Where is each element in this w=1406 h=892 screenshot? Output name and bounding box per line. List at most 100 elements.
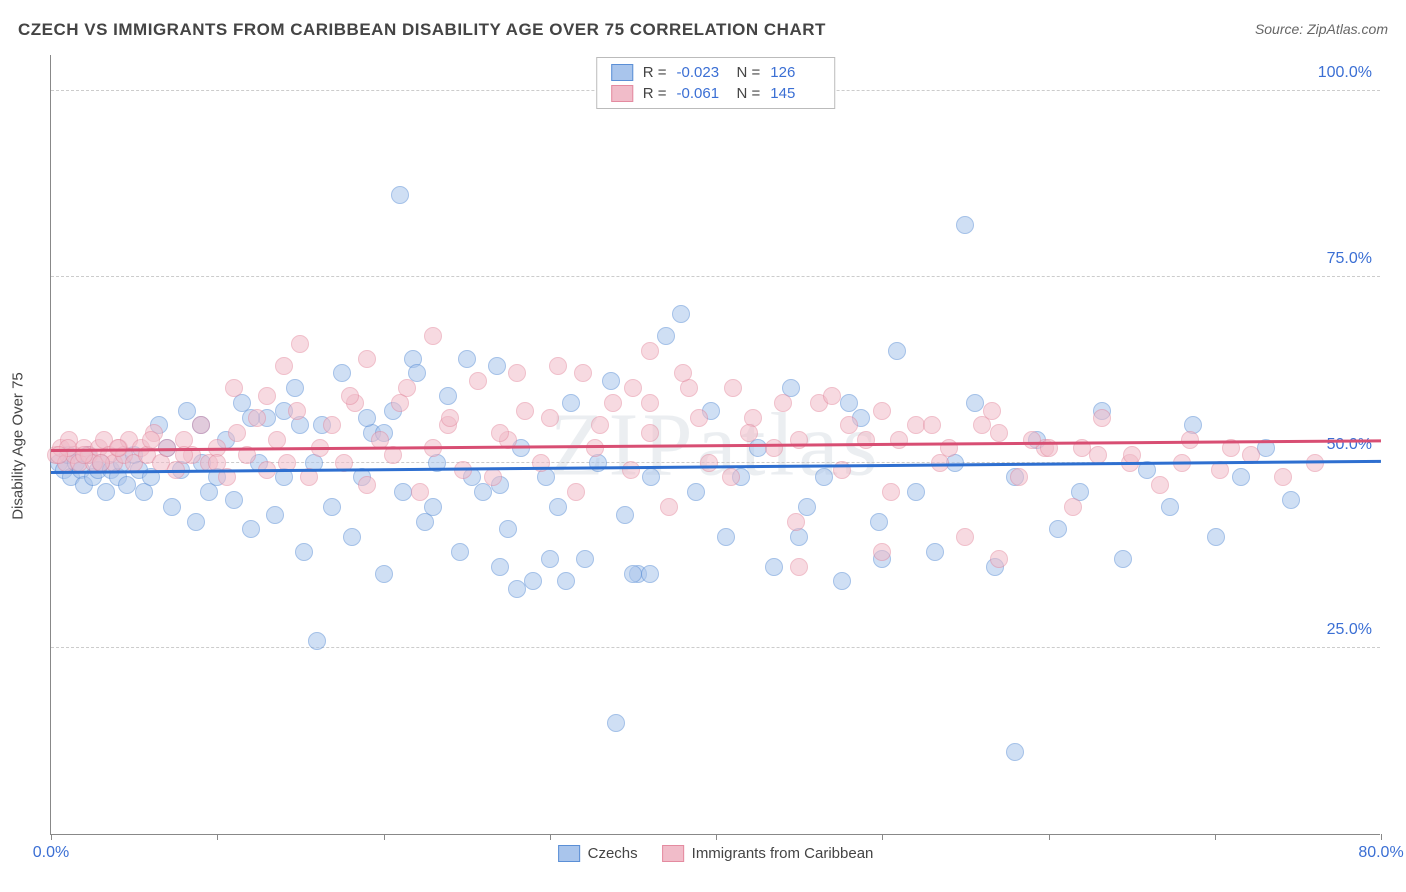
data-point [258,387,276,405]
data-point [375,565,393,583]
data-point [923,416,941,434]
data-point [956,216,974,234]
data-point [97,483,115,501]
data-point [187,513,205,531]
legend-item: Immigrants from Caribbean [662,845,874,862]
y-tick-label: 100.0% [1318,64,1372,82]
data-point [787,513,805,531]
data-point [323,498,341,516]
data-point [178,402,196,420]
data-point [557,572,575,590]
data-point [840,394,858,412]
x-tick-mark [1049,834,1050,840]
data-point [524,572,542,590]
data-point [740,424,758,442]
data-point [391,394,409,412]
data-point [469,372,487,390]
legend-label: Czechs [588,845,638,862]
data-point [323,416,341,434]
data-point [823,387,841,405]
data-point [358,350,376,368]
gridline [51,647,1380,648]
x-tick-label: 0.0% [33,844,69,862]
data-point [549,498,567,516]
r-label: R = [643,64,667,81]
x-tick-mark [51,834,52,840]
data-point [451,543,469,561]
data-point [641,424,659,442]
r-value: -0.061 [677,85,727,102]
x-tick-mark [882,834,883,840]
data-point [873,543,891,561]
data-point [458,350,476,368]
data-point [1114,550,1132,568]
data-point [1207,528,1225,546]
data-point [700,454,718,472]
data-point [765,439,783,457]
data-point [441,409,459,427]
y-tick-label: 75.0% [1327,250,1372,268]
data-point [266,506,284,524]
data-point [295,543,313,561]
data-point [333,364,351,382]
data-point [424,327,442,345]
chart-title: CZECH VS IMMIGRANTS FROM CARIBBEAN DISAB… [18,20,826,40]
data-point [616,506,634,524]
data-point [722,468,740,486]
data-point [567,483,585,501]
data-point [624,379,642,397]
x-tick-mark [716,834,717,840]
data-point [488,357,506,375]
data-point [1151,476,1169,494]
data-point [890,431,908,449]
legend-swatch [662,845,684,862]
data-point [286,379,304,397]
data-point [291,335,309,353]
data-point [242,520,260,538]
data-point [574,364,592,382]
n-value: 126 [770,64,820,81]
data-point [192,416,210,434]
legend-swatch [611,64,633,81]
data-point [225,491,243,509]
data-point [1010,468,1028,486]
data-point [907,416,925,434]
r-value: -0.023 [677,64,727,81]
data-point [973,416,991,434]
data-point [1093,409,1111,427]
series-legend: Czechs Immigrants from Caribbean [558,845,874,862]
data-point [92,454,110,472]
data-point [641,342,659,360]
legend-item: Czechs [558,845,638,862]
data-point [966,394,984,412]
data-point [358,476,376,494]
data-point [391,186,409,204]
data-point [163,498,181,516]
data-point [225,379,243,397]
data-point [990,424,1008,442]
data-point [798,498,816,516]
data-point [1023,431,1041,449]
data-point [1064,498,1082,516]
data-point [873,402,891,420]
data-point [833,572,851,590]
plot-area: ZIPatlas 25.0%50.0%75.0%100.0%0.0%80.0%R… [50,55,1380,835]
data-point [790,558,808,576]
gridline [51,276,1380,277]
data-point [717,528,735,546]
data-point [394,483,412,501]
data-point [622,461,640,479]
data-point [956,528,974,546]
stats-row: R =-0.061N =145 [611,83,821,104]
data-point [687,483,705,501]
legend-swatch [611,85,633,102]
data-point [499,520,517,538]
data-point [657,327,675,345]
data-point [672,305,690,323]
data-point [765,558,783,576]
data-point [1161,498,1179,516]
data-point [411,483,429,501]
data-point [275,357,293,375]
data-point [607,714,625,732]
data-point [516,402,534,420]
